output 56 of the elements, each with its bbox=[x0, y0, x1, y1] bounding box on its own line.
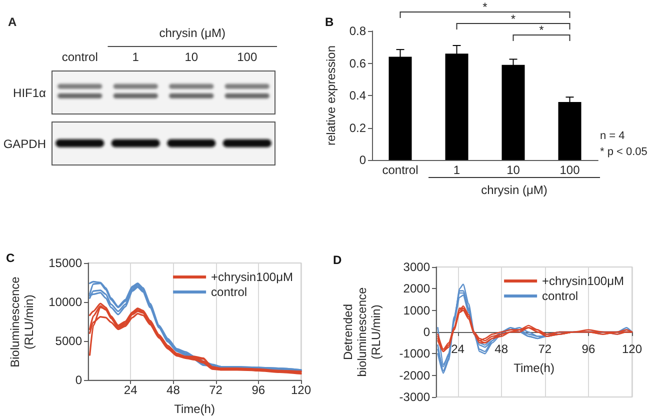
legend-label: control bbox=[211, 285, 248, 299]
x-tick-label: 1 bbox=[453, 163, 460, 177]
x-tick-label: 48 bbox=[166, 383, 180, 397]
y-tick-label: 0 bbox=[75, 373, 82, 387]
y-tick-label: 1000 bbox=[403, 303, 430, 318]
chart-title: B bbox=[325, 15, 334, 29]
y-tick-label: 0 bbox=[423, 325, 430, 339]
annotation: * bbox=[539, 23, 544, 37]
x-tick-label: control bbox=[382, 163, 418, 177]
legend-label: +chrysin100μM bbox=[542, 274, 624, 288]
chart-title: C bbox=[6, 251, 15, 265]
y-tick-label: -2000 bbox=[399, 368, 430, 382]
legend-label: +chrysin100μM bbox=[211, 270, 294, 284]
text: A bbox=[8, 15, 17, 29]
x-tick-label: 72 bbox=[209, 383, 223, 397]
y-tick-label: 0.8 bbox=[349, 24, 366, 38]
x-tick-label: 120 bbox=[622, 342, 642, 356]
y-tick-label: 0.2 bbox=[349, 120, 366, 135]
x-tick-label: 72 bbox=[538, 342, 552, 356]
x-tick-label: 96 bbox=[252, 383, 266, 397]
y-axis-title: relative expression bbox=[324, 45, 338, 146]
x-tick-label: 10 bbox=[506, 163, 520, 177]
y-tick-label: 0.6 bbox=[349, 56, 366, 70]
y-tick-label: 0 bbox=[359, 153, 366, 167]
y-tick-label: 3000 bbox=[403, 260, 430, 274]
y-tick-label: -3000 bbox=[399, 390, 430, 404]
x-tick-label: 24 bbox=[451, 342, 465, 356]
text: * bbox=[482, 0, 488, 14]
text: * p < 0.05 bbox=[600, 145, 648, 159]
y-tick-label: 2000 bbox=[403, 282, 430, 296]
y-tick-label: 0.4 bbox=[349, 88, 366, 102]
category-label: HIF1α bbox=[13, 86, 46, 100]
legend-label: control bbox=[542, 289, 578, 303]
text: n = 4 bbox=[600, 129, 625, 143]
y-tick-label: 5000 bbox=[55, 334, 82, 348]
category-label: 10 bbox=[184, 50, 198, 64]
x-tick-label: 96 bbox=[582, 342, 596, 356]
text: chrysin (μM) bbox=[159, 26, 226, 40]
x-tick-label: 120 bbox=[290, 383, 312, 397]
y-tick-label: -1000 bbox=[399, 346, 430, 361]
category-label: 1 bbox=[132, 50, 139, 64]
category-label: 100 bbox=[237, 50, 258, 64]
x-axis-title: Time(h) bbox=[174, 402, 215, 416]
x-tick-label: 24 bbox=[124, 383, 138, 397]
text: D bbox=[333, 253, 342, 267]
x-tick-label: 100 bbox=[560, 163, 580, 177]
x-axis-title: Time(h) bbox=[514, 360, 554, 375]
x-tick-label: 48 bbox=[494, 342, 508, 356]
category-label: GAPDH bbox=[3, 136, 46, 150]
y-axis-title: Bioluminescence (RLU/min) bbox=[8, 275, 36, 369]
y-tick-label: 10000 bbox=[48, 295, 82, 309]
y-tick-label: 15000 bbox=[48, 256, 82, 270]
text: * bbox=[510, 12, 516, 26]
x-axis-title: chrysin (μM) bbox=[481, 183, 548, 197]
category-label: control bbox=[62, 50, 98, 64]
y-axis-title: Detrended bioluminescence (RLU/min) bbox=[341, 286, 383, 379]
